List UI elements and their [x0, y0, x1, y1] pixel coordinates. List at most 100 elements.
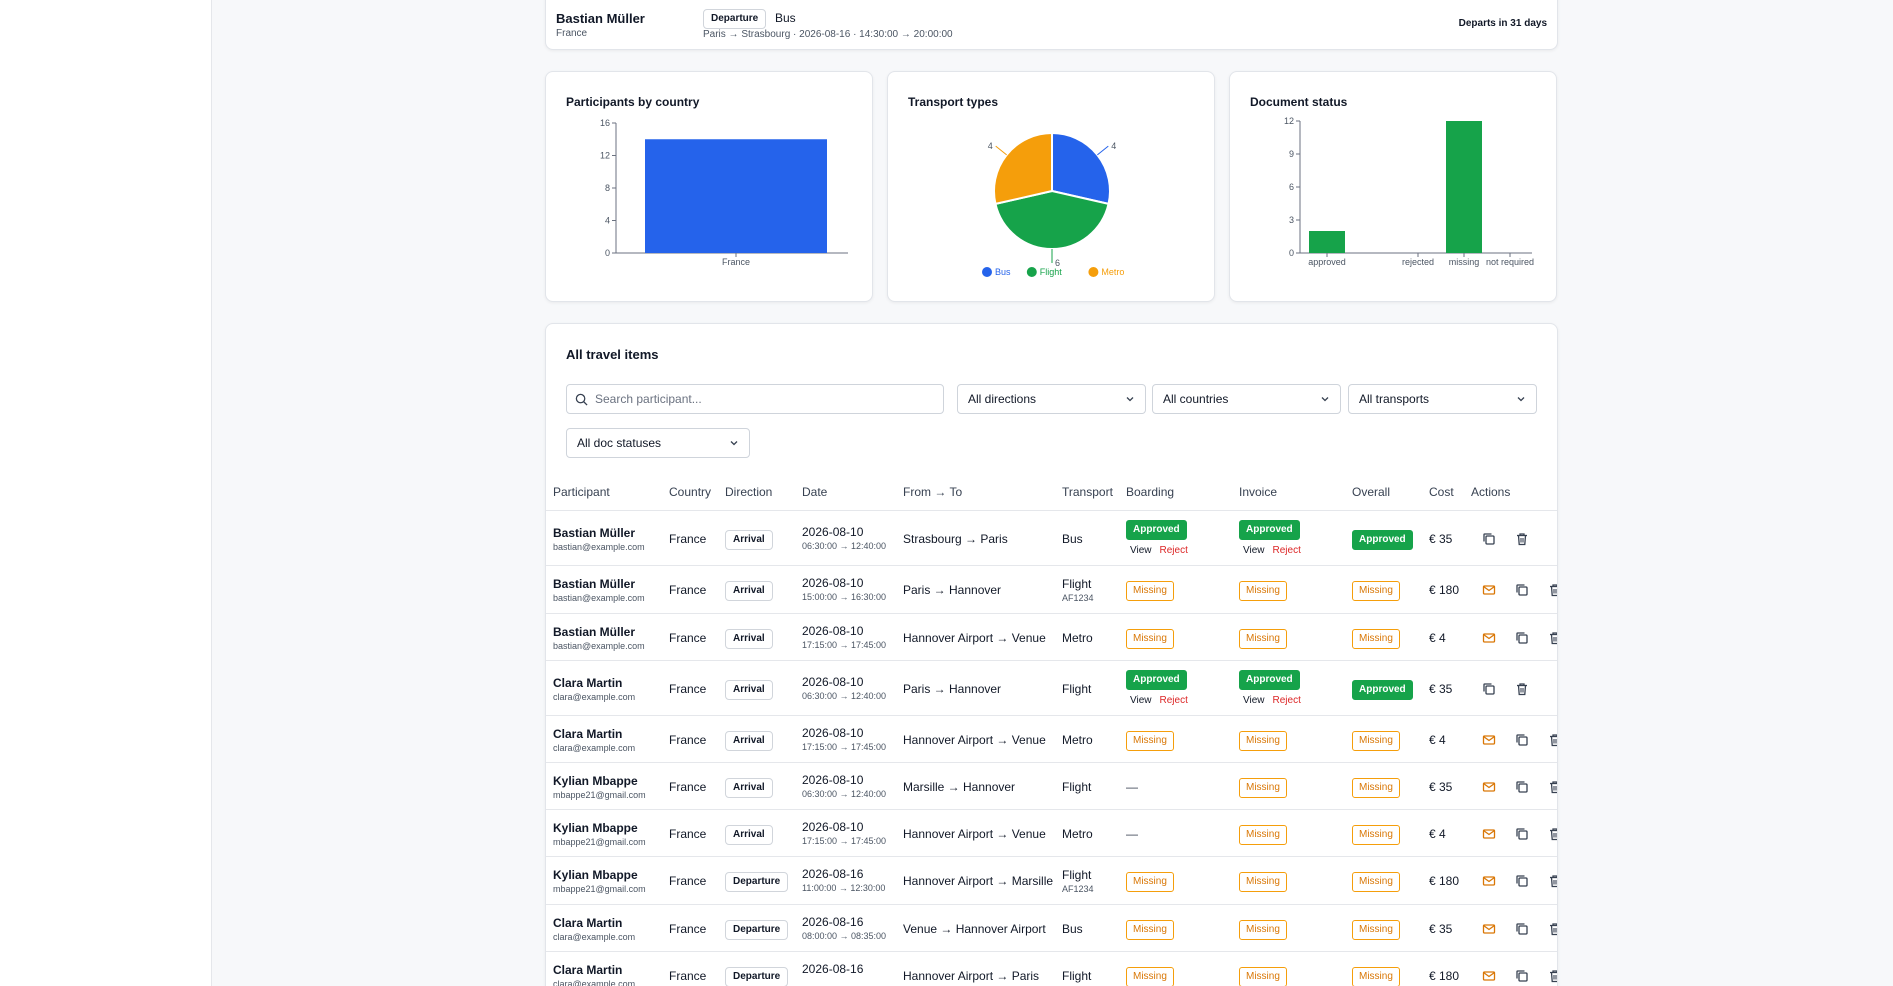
- boarding-status-badge: Missing: [1126, 628, 1174, 649]
- pie-slice: [994, 189, 1110, 250]
- transport-cell: Metro: [1062, 631, 1093, 645]
- col-direction[interactable]: Direction: [725, 485, 773, 499]
- mail-icon[interactable]: [1482, 733, 1496, 747]
- route-cell: Marsille → Hannover: [903, 780, 1015, 794]
- cost-value: € 35: [1429, 779, 1453, 794]
- participant-name: Bastian Müller: [553, 577, 636, 591]
- cost-cell: € 35: [1429, 532, 1452, 546]
- copy-icon[interactable]: [1515, 733, 1529, 747]
- table-row[interactable]: Clara Martin clara@example.com France Arriv…: [546, 660, 1557, 715]
- cost-value: € 35: [1429, 921, 1453, 936]
- mail-icon[interactable]: [1482, 583, 1496, 597]
- invoice-view-link[interactable]: View: [1243, 544, 1265, 556]
- copy-icon[interactable]: [1515, 631, 1529, 645]
- col-transport[interactable]: Transport: [1062, 485, 1113, 499]
- col-cost[interactable]: Cost: [1429, 485, 1454, 499]
- trash-icon[interactable]: [1548, 583, 1557, 597]
- table-row[interactable]: Kylian Mbappe mbappe21@gmail.com France Arr…: [546, 809, 1557, 856]
- cost-value: € 4: [1429, 630, 1446, 645]
- col-boarding[interactable]: Boarding: [1126, 485, 1175, 499]
- participant-email: mbappe21@gmail.com: [553, 884, 646, 894]
- mail-icon[interactable]: [1482, 780, 1496, 794]
- col-overall[interactable]: Overall: [1352, 485, 1391, 499]
- route-value: Paris → Hannover: [903, 583, 1002, 597]
- direction-badge: Departure: [725, 966, 789, 986]
- boarding-reject-link[interactable]: Reject: [1159, 544, 1188, 556]
- boarding-status-badge: Missing: [1126, 581, 1174, 601]
- copy-icon[interactable]: [1515, 969, 1529, 983]
- table-row[interactable]: Clara Martin clara@example.com France Depar…: [546, 904, 1557, 951]
- participant-name: Clara Martin: [553, 675, 623, 690]
- table-row[interactable]: Clara Martin clara@example.com France Arriv…: [546, 715, 1557, 762]
- direction-badge: Departure: [725, 872, 789, 892]
- cost-value: € 35: [1429, 531, 1453, 546]
- boarding-reject-link[interactable]: Reject: [1159, 694, 1188, 706]
- country-cell: France: [669, 827, 706, 841]
- col-date[interactable]: Date: [802, 485, 828, 499]
- doc-statuses-select[interactable]: All doc statuses: [566, 428, 750, 458]
- copy-icon[interactable]: [1515, 827, 1529, 841]
- transports-select[interactable]: All transports: [1348, 384, 1537, 414]
- countries-select-value: All countries: [1163, 392, 1229, 406]
- table-row[interactable]: Clara Martin clara@example.com France Depar…: [546, 951, 1557, 986]
- chevron-down-icon: [730, 441, 738, 446]
- pie-label: 6: [1055, 258, 1060, 268]
- direction-cell: Arrival: [725, 730, 773, 751]
- participant-email: clara@example.com: [553, 742, 636, 753]
- trash-icon[interactable]: [1548, 969, 1557, 983]
- col-participant[interactable]: Participant: [553, 485, 610, 499]
- mail-icon[interactable]: [1482, 631, 1496, 645]
- copy-icon[interactable]: [1515, 583, 1529, 597]
- participant-cell: Clara Martin clara@example.com: [553, 916, 635, 942]
- countries-select[interactable]: All countries: [1152, 384, 1341, 414]
- mail-icon[interactable]: [1482, 969, 1496, 983]
- invoice-reject-link[interactable]: Reject: [1272, 694, 1301, 706]
- direction-cell: Arrival: [725, 581, 773, 601]
- date-value: 2026-08-16: [802, 867, 864, 881]
- mail-icon[interactable]: [1482, 922, 1496, 936]
- date-value: 2026-08-10: [802, 623, 864, 638]
- mail-icon[interactable]: [1482, 827, 1496, 841]
- table-row[interactable]: Bastian Müller bastian@example.com France A…: [546, 613, 1557, 660]
- copy-icon[interactable]: [1515, 780, 1529, 794]
- trash-icon[interactable]: [1548, 874, 1557, 888]
- boarding-cell: Approved View Reject: [1126, 669, 1188, 706]
- overall-cell: Missing: [1352, 824, 1400, 845]
- transport-cell: Bus: [1062, 532, 1083, 546]
- copy-icon[interactable]: [1482, 682, 1496, 696]
- table-row[interactable]: Kylian Mbappe mbappe21@gmail.com France Arr…: [546, 762, 1557, 809]
- trash-icon[interactable]: [1548, 780, 1557, 794]
- trash-icon[interactable]: [1548, 922, 1557, 936]
- copy-icon[interactable]: [1482, 532, 1496, 546]
- invoice-reject-link[interactable]: Reject: [1272, 544, 1301, 556]
- direction-badge: Arrival: [725, 529, 773, 550]
- boarding-view-link[interactable]: View: [1130, 544, 1152, 556]
- country-value: France: [669, 968, 707, 983]
- copy-icon[interactable]: [1515, 922, 1529, 936]
- invoice-status-badge: Approved: [1239, 669, 1300, 690]
- mail-icon[interactable]: [1482, 874, 1496, 888]
- copy-icon[interactable]: [1515, 874, 1529, 888]
- col-route[interactable]: From → To: [903, 485, 963, 499]
- trash-icon[interactable]: [1515, 532, 1529, 546]
- trash-icon[interactable]: [1548, 733, 1557, 747]
- pie-slice: [1051, 131, 1111, 206]
- pie-label: 4: [1111, 141, 1116, 151]
- trash-icon[interactable]: [1515, 682, 1529, 696]
- table-row[interactable]: Kylian Mbappe mbappe21@gmail.com France Dep…: [546, 856, 1557, 904]
- directions-select[interactable]: All directions: [957, 384, 1146, 414]
- country-value: France: [669, 630, 707, 645]
- search-input[interactable]: Search participant...: [566, 384, 944, 414]
- table-row[interactable]: Bastian Müller bastian@example.com France A…: [546, 510, 1557, 565]
- participant-email: bastian@example.com: [553, 541, 645, 552]
- date-cell: 2026-08-10 06:30:00 → 12:40:00: [802, 525, 886, 551]
- trash-icon[interactable]: [1548, 631, 1557, 645]
- col-invoice[interactable]: Invoice: [1239, 485, 1278, 499]
- col-country[interactable]: Country: [669, 485, 712, 499]
- bar: [1309, 231, 1345, 253]
- boarding-view-link[interactable]: View: [1130, 694, 1152, 706]
- table-row[interactable]: Bastian Müller bastian@example.com France A…: [546, 565, 1557, 613]
- route-value: Paris → Hannover: [903, 681, 1002, 696]
- trash-icon[interactable]: [1548, 827, 1557, 841]
- invoice-view-link[interactable]: View: [1243, 694, 1265, 706]
